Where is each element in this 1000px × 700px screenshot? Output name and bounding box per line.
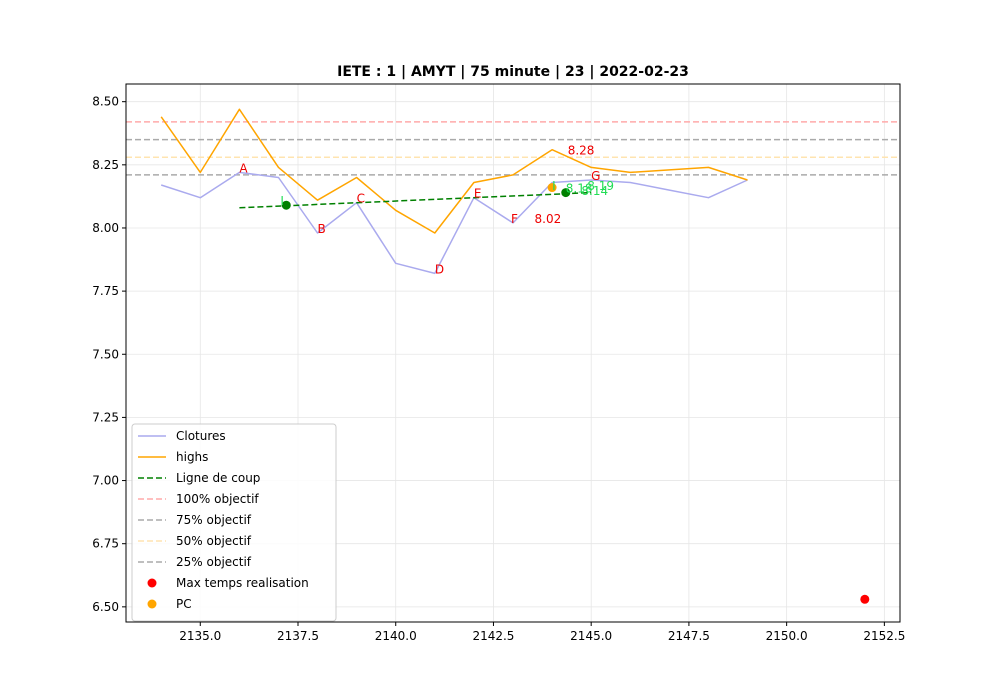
y-tick-label: 7.25 <box>92 410 119 424</box>
annotation-label: 8.19 <box>587 179 614 193</box>
annotation-label: 8.28 <box>568 144 595 158</box>
y-tick-label: 8.50 <box>92 95 119 109</box>
legend-label: 75% objectif <box>176 513 252 527</box>
x-tick-label: 2137.5 <box>277 629 319 643</box>
x-tick-label: 2150.0 <box>766 629 808 643</box>
scatter-point <box>860 594 870 604</box>
x-tick-label: 2140.0 <box>375 629 417 643</box>
x-tick-label: 2152.5 <box>863 629 905 643</box>
legend-label: PC <box>176 597 192 611</box>
legend-label: Ligne de coup <box>176 471 260 485</box>
x-tick-label: 2145.0 <box>570 629 612 643</box>
annotation-label: A <box>239 161 248 175</box>
legend-swatch <box>147 578 157 588</box>
y-tick-label: 7.00 <box>92 474 119 488</box>
annotation-label: 8.14 <box>581 184 608 198</box>
series-line <box>160 171 748 275</box>
legend-swatch <box>147 599 157 609</box>
chart-title: IETE : 1 | AMYT | 75 minute | 23 | 2022-… <box>337 64 689 80</box>
y-tick-label: 7.50 <box>92 347 119 361</box>
y-axis: 6.50 6.75 7.00 7.25 7.50 7.75 8.00 8.25 8.50 <box>92 95 126 614</box>
x-tick-label: 2142.5 <box>472 629 514 643</box>
series-line <box>160 108 748 234</box>
series-lines <box>160 108 748 275</box>
points <box>281 183 870 604</box>
scatter-point <box>547 183 557 193</box>
x-tick-label: 2147.5 <box>668 629 710 643</box>
trade-marker <box>281 200 291 210</box>
legend-box <box>131 423 337 622</box>
annotation-label: F <box>511 212 518 226</box>
annotation-label: C <box>357 192 365 206</box>
annotation-label: B <box>318 222 326 236</box>
annotation-label: G <box>591 169 600 183</box>
annotations: A B C D E F G 8.28 8.02 I I 8.198.188.14 <box>239 144 614 277</box>
annotation-label: I <box>552 179 556 193</box>
annotation-label: 8.18 <box>566 182 593 196</box>
annotation-label: 8.02 <box>535 212 562 226</box>
legend-label: 50% objectif <box>176 534 252 548</box>
y-tick-label: 8.00 <box>92 221 119 235</box>
y-tick-label: 8.25 <box>92 158 119 172</box>
x-axis: 2135.0 2137.5 2140.0 2142.5 2145.0 2147.5 2150… <box>179 622 905 643</box>
annotation-label: E <box>474 187 482 201</box>
legend-label: 100% objectif <box>176 492 259 506</box>
y-tick-label: 7.75 <box>92 284 119 298</box>
annotation-label: I <box>280 194 284 208</box>
trade-marker <box>561 188 571 198</box>
x-tick-label: 2135.0 <box>179 629 221 643</box>
legend: Clotures highs Ligne de coup 100% objectif 7… <box>131 423 337 622</box>
legend-label: Max temps realisation <box>176 576 309 590</box>
annotation-label: D <box>435 262 444 276</box>
y-tick-label: 6.50 <box>92 600 119 614</box>
legend-label: Clotures <box>176 429 226 443</box>
plot-frame <box>125 83 901 623</box>
legend-label: 25% objectif <box>176 555 252 569</box>
legend-label: highs <box>176 450 208 464</box>
series-line <box>239 191 592 209</box>
y-tick-label: 6.75 <box>92 537 119 551</box>
